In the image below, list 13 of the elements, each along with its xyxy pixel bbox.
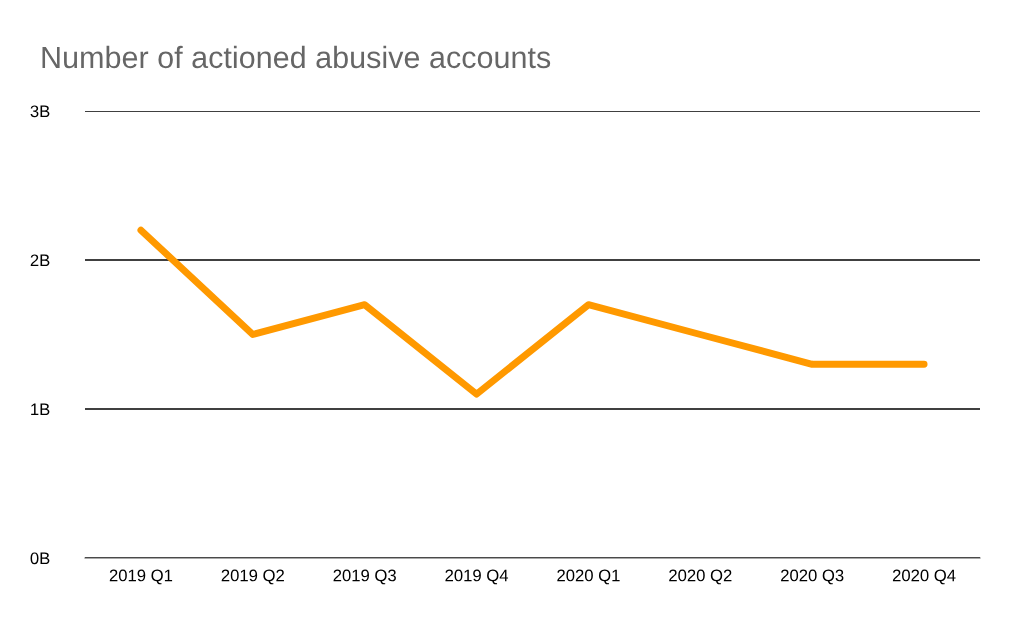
x-tick-label: 2019 Q3 bbox=[333, 569, 396, 585]
x-tick-label: 2020 Q3 bbox=[781, 569, 844, 585]
y-tick-label: 0B bbox=[30, 552, 50, 565]
y-tick-label: 2B bbox=[30, 254, 50, 267]
x-tick-label: 2019 Q4 bbox=[445, 569, 509, 585]
x-tick-label: 2020 Q1 bbox=[557, 569, 620, 585]
x-tick-label: 2020 Q4 bbox=[892, 569, 956, 585]
chart-title: Number of actioned abusive accounts bbox=[42, 45, 551, 69]
x-tick-label: 2019 Q2 bbox=[221, 569, 284, 585]
x-tick-label: 2020 Q2 bbox=[669, 569, 732, 585]
y-tick-label: 3B bbox=[30, 105, 50, 118]
y-tick-label: 1B bbox=[31, 403, 50, 416]
x-tick-label: 2019 Q1 bbox=[109, 569, 173, 585]
